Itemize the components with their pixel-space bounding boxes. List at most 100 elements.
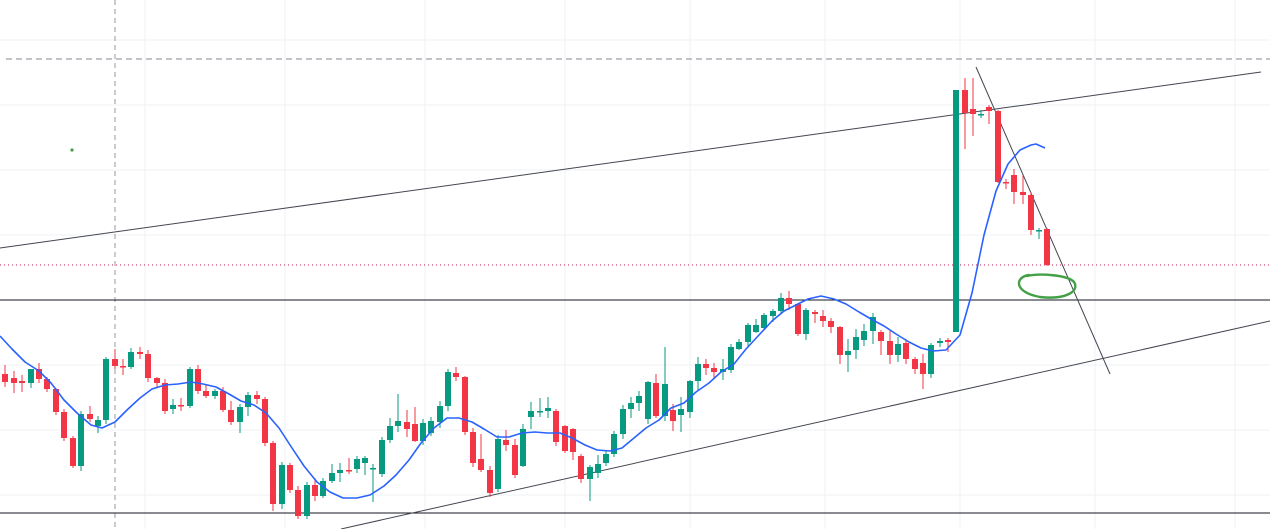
bullish-candle — [937, 338, 943, 347]
candle-body — [695, 364, 701, 381]
candle-body — [70, 438, 76, 466]
candle-body — [1011, 175, 1017, 192]
bullish-candle — [528, 402, 534, 429]
candle-body — [487, 470, 493, 493]
candle-body — [11, 378, 17, 383]
candle-body — [745, 325, 751, 342]
candle-body — [53, 389, 59, 412]
bearish-candle — [228, 401, 234, 425]
bearish-candle — [70, 436, 76, 468]
candle-body — [212, 391, 218, 396]
bearish-candle — [470, 428, 476, 467]
bearish-candle — [195, 365, 201, 394]
candle-body — [953, 90, 959, 332]
candle-body — [562, 426, 568, 451]
candle-body — [986, 107, 992, 111]
bullish-candle — [237, 404, 243, 433]
bullish-candle — [953, 90, 959, 332]
bullish-candle — [520, 424, 526, 467]
candle-body — [254, 395, 260, 399]
candle-body — [912, 359, 918, 369]
candle-body — [36, 369, 42, 379]
bullish-candle — [28, 369, 34, 388]
bullish-candle — [728, 344, 734, 373]
bullish-candle — [279, 462, 285, 509]
bearish-candle — [795, 303, 801, 336]
bearish-candle — [570, 428, 576, 460]
bullish-candle — [537, 398, 543, 417]
candle-body — [44, 379, 50, 389]
bullish-candle — [761, 313, 767, 329]
bullish-candle — [212, 389, 218, 399]
bearish-candle — [995, 110, 1001, 183]
candle-body — [187, 369, 193, 406]
bearish-candle — [36, 363, 42, 383]
candle-body — [753, 325, 759, 332]
candle-body — [287, 465, 293, 490]
candle-body — [803, 310, 809, 334]
bearish-candle — [1028, 192, 1034, 235]
bearish-candle — [154, 377, 160, 388]
bullish-candle — [304, 482, 310, 519]
channel-lower-trendline[interactable] — [340, 320, 1270, 529]
candle-body — [346, 470, 352, 472]
candle-body — [970, 109, 976, 114]
bearish-candle — [653, 374, 659, 418]
bearish-candle — [1003, 179, 1009, 189]
bullish-candle — [370, 464, 376, 502]
candle-body — [512, 445, 518, 475]
bullish-candle — [320, 478, 326, 498]
bearish-candle — [203, 384, 209, 398]
candle-body — [320, 481, 326, 496]
candle-body — [553, 411, 559, 442]
candle-body — [570, 429, 576, 452]
candle-body — [295, 490, 301, 516]
candle-body — [128, 352, 134, 367]
bearish-candle — [912, 357, 918, 374]
candle-body — [112, 359, 118, 366]
bearish-candle — [19, 375, 25, 392]
candle-body — [1036, 230, 1042, 232]
bearish-candle — [478, 434, 484, 472]
candle-body — [853, 337, 859, 350]
candle-body — [203, 391, 209, 396]
bullish-candle — [861, 324, 867, 346]
bearish-candle — [346, 458, 352, 474]
candle-body — [420, 423, 426, 441]
candle-body — [937, 341, 943, 343]
bullish-candle — [870, 313, 876, 344]
bearish-candle — [887, 331, 893, 364]
bearish-candle — [270, 441, 276, 511]
candle-body — [220, 391, 226, 410]
candle-body — [636, 396, 642, 403]
bearish-candle — [1020, 175, 1026, 204]
bullish-candle — [362, 456, 368, 475]
candle-body — [195, 369, 201, 391]
candle-body — [828, 321, 834, 327]
bearish-candle — [178, 398, 184, 411]
candle-body — [437, 406, 443, 422]
candle-body — [78, 414, 84, 466]
candle-body — [245, 395, 251, 407]
bullish-candle — [445, 369, 451, 411]
candle-body — [820, 316, 826, 321]
candle-body — [903, 343, 909, 359]
candle-body — [412, 424, 418, 441]
bearish-candle — [553, 409, 559, 446]
bullish-candle — [495, 435, 501, 492]
bearish-candle — [828, 318, 834, 333]
candle-body — [653, 383, 659, 416]
bullish-candle — [678, 397, 684, 432]
candle-body — [962, 90, 968, 113]
channel-upper-trendline[interactable] — [0, 71, 1262, 249]
candle-body — [379, 440, 385, 474]
bullish-candle — [928, 343, 934, 378]
bullish-candle — [337, 463, 343, 482]
bearish-candle — [962, 78, 968, 149]
bearish-candle — [812, 310, 818, 323]
candle-body — [812, 312, 818, 314]
candle-body — [337, 470, 343, 473]
bearish-candle — [412, 407, 418, 442]
